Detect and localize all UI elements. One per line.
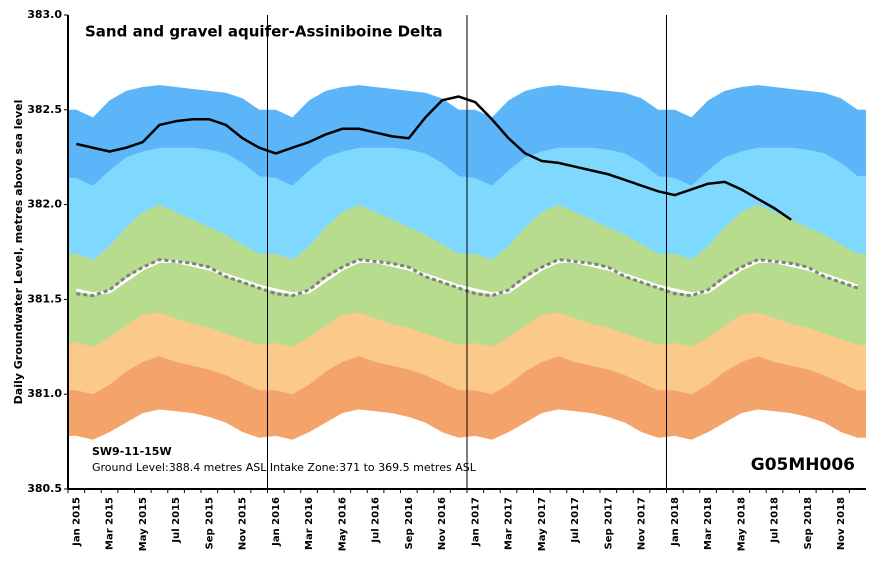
x-tick-label: Jan 2015 [71, 497, 82, 547]
x-tick-label: Nov 2017 [637, 497, 648, 550]
x-tick-label: Jul 2015 [171, 497, 182, 544]
y-tick-label: 381.5 [27, 292, 62, 305]
y-tick-label: 380.5 [27, 482, 62, 495]
annotation: Ground Level:388.4 metres ASL Intake Zon… [92, 461, 477, 474]
y-tick-label: 383.0 [27, 8, 62, 21]
y-tick-label: 382.5 [27, 103, 62, 116]
x-tick-label: Mar 2016 [304, 497, 315, 550]
x-tick-label: May 2015 [138, 497, 149, 551]
x-tick-label: May 2016 [337, 497, 348, 551]
station-id: G05MH006 [751, 455, 855, 475]
x-tick-label: Mar 2018 [703, 497, 714, 550]
x-tick-label: Jan 2018 [670, 497, 681, 547]
x-tick-label: Nov 2016 [437, 497, 448, 550]
y-axis-label: Daily Groundwater Level, metres above se… [12, 100, 25, 405]
x-tick-label: Nov 2018 [836, 497, 847, 550]
x-tick-label: Nov 2015 [238, 497, 249, 550]
annotation: SW9-11-15W [92, 445, 172, 458]
x-tick-label: Jul 2018 [770, 497, 781, 544]
x-tick-label: Jan 2016 [271, 497, 282, 547]
x-tick-label: Sep 2015 [204, 497, 215, 549]
chart-title: Sand and gravel aquifer-Assiniboine Delt… [85, 23, 443, 41]
x-tick-label: Jul 2017 [570, 497, 581, 544]
y-tick-label: 381.0 [27, 387, 62, 400]
x-tick-label: Mar 2015 [105, 497, 116, 550]
x-tick-label: Jul 2016 [371, 497, 382, 544]
x-tick-label: Sep 2017 [603, 497, 614, 549]
y-tick-label: 382.0 [27, 198, 62, 211]
x-tick-label: Jan 2017 [470, 497, 481, 547]
x-tick-label: May 2018 [736, 497, 747, 551]
level-line [76, 95, 792, 221]
x-tick-label: Sep 2016 [404, 497, 415, 549]
x-tick-label: Mar 2017 [504, 497, 515, 550]
x-tick-label: Sep 2018 [803, 497, 814, 549]
x-tick-label: May 2017 [537, 497, 548, 551]
